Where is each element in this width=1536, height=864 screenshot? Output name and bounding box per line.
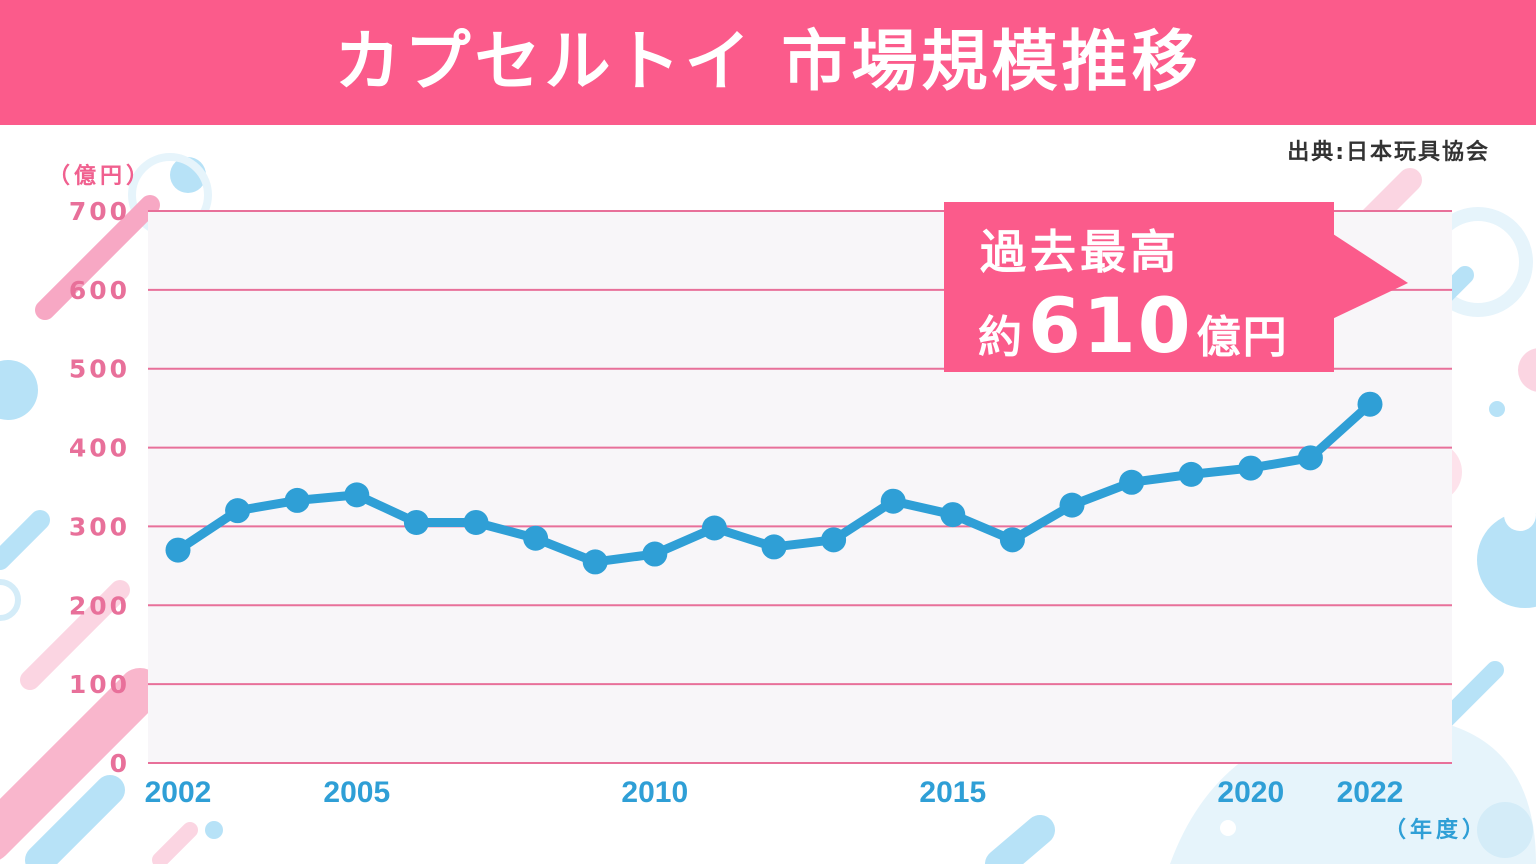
data-point xyxy=(821,527,847,553)
data-point xyxy=(761,534,787,560)
y-tick-label: 500 xyxy=(69,355,130,384)
y-tick-label: 0 xyxy=(110,749,130,778)
data-point xyxy=(1178,461,1204,487)
header-bar: カプセルトイ 市場規模推移 xyxy=(0,0,1536,125)
y-tick-label: 600 xyxy=(69,276,130,305)
data-point xyxy=(463,509,489,535)
data-point xyxy=(701,515,727,541)
data-point xyxy=(1357,391,1383,417)
data-point xyxy=(344,482,370,508)
data-point xyxy=(999,527,1025,553)
y-tick-label: 200 xyxy=(69,591,130,620)
x-tick-label: 2002 xyxy=(145,776,212,809)
x-tick-label: 2010 xyxy=(621,776,688,809)
data-point xyxy=(523,525,549,551)
x-tick-label: 2015 xyxy=(919,776,986,809)
y-tick-label: 100 xyxy=(69,670,130,699)
x-axis-label: （年度） xyxy=(1384,818,1489,843)
callout-suffix: 億円 xyxy=(1196,312,1289,363)
data-point xyxy=(1297,445,1323,471)
data-point xyxy=(1119,469,1145,495)
data-point xyxy=(880,488,906,514)
page-title: カプセルトイ 市場規模推移 xyxy=(334,23,1202,100)
data-point xyxy=(1238,455,1264,481)
data-points xyxy=(165,391,1383,575)
callout-headline: 過去最高 xyxy=(980,225,1180,279)
source-label: 出典:日本玩具協会 xyxy=(1287,140,1490,165)
callout-value: 約610億円 xyxy=(978,288,1289,385)
data-point xyxy=(940,502,966,528)
data-point xyxy=(225,498,251,524)
callout-number: 610 xyxy=(1028,281,1193,370)
callout-prefix: 約 xyxy=(978,312,1024,363)
data-point xyxy=(165,537,191,563)
peak-callout: 過去最高 約610億円 xyxy=(944,202,1334,372)
y-tick-label: 700 xyxy=(69,197,130,226)
data-point xyxy=(582,549,608,575)
y-axis-label: （億円） xyxy=(48,164,153,189)
callout-pointer xyxy=(1330,232,1408,320)
y-axis-ticks: 0 100 200 300 400 500 600 700 xyxy=(69,197,130,778)
x-tick-label: 2020 xyxy=(1217,776,1284,809)
x-tick-label: 2005 xyxy=(323,776,390,809)
x-tick-label: 2022 xyxy=(1337,776,1404,809)
data-point xyxy=(1059,492,1085,518)
data-point xyxy=(403,509,429,535)
data-point xyxy=(284,487,310,513)
data-point xyxy=(642,541,668,567)
y-tick-label: 400 xyxy=(69,434,130,463)
y-tick-label: 300 xyxy=(69,512,130,541)
x-axis-ticks: 2002 2005 2010 2015 2020 2022 xyxy=(145,776,1404,809)
